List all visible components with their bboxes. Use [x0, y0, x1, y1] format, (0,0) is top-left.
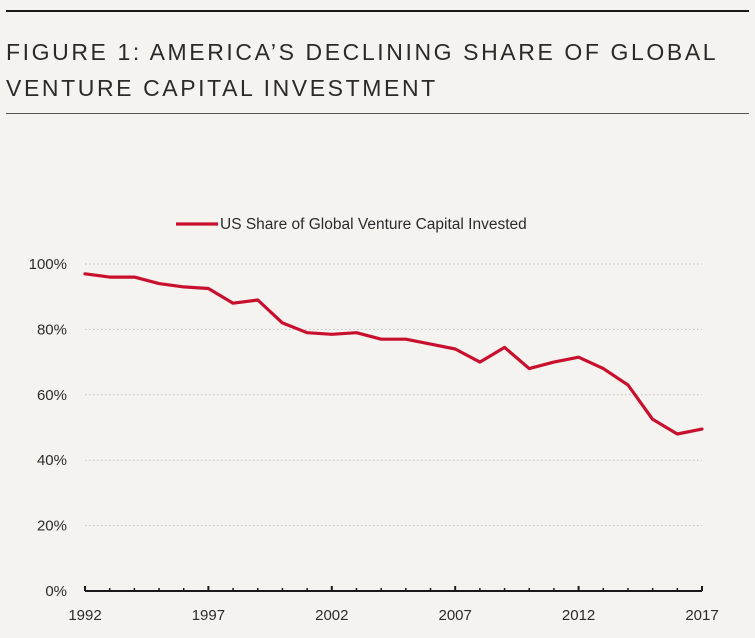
gridlines [85, 263, 702, 527]
x-tick-labels: 1992 1997 2002 2007 2012 2017 [68, 607, 718, 624]
series-line [83, 272, 704, 436]
series-lines [83, 272, 704, 436]
y-tick-label: 0% [45, 583, 67, 600]
x-tick-label: 2002 [315, 607, 348, 624]
x-tick-label: 1997 [192, 607, 225, 624]
y-tick-label: 40% [37, 452, 67, 469]
x-tick-label: 2012 [562, 607, 595, 624]
figure-title: FIGURE 1: AMERICA’S DECLINING SHARE OF G… [6, 34, 736, 106]
y-tick-label: 60% [37, 387, 67, 404]
y-tick-label: 80% [37, 321, 67, 338]
y-tick-labels: 0% 20% 40% 60% 80% 100% [29, 256, 67, 600]
figure-title-line-2: VENTURE CAPITAL INVESTMENT [6, 75, 438, 101]
x-tick-label: 1992 [68, 607, 101, 624]
legend-label: US Share of Global Venture Capital Inves… [220, 216, 527, 233]
top-rule [6, 10, 749, 12]
figure-title-line-1: FIGURE 1: AMERICA’S DECLINING SHARE OF G… [6, 39, 719, 65]
x-axis [84, 586, 703, 592]
x-tick-label: 2017 [685, 607, 718, 624]
y-tick-label: 20% [37, 518, 67, 535]
x-tick-label: 2007 [439, 607, 472, 624]
y-tick-label: 100% [29, 256, 67, 273]
title-rule [6, 113, 749, 114]
legend: US Share of Global Venture Capital Inves… [176, 216, 527, 233]
